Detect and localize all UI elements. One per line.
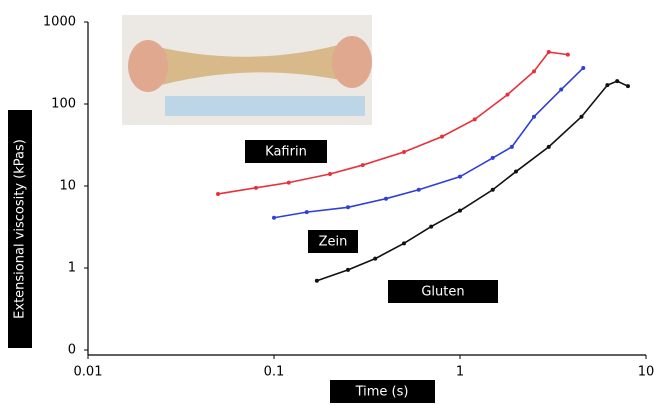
chart: Extensional viscosity (kPas) Time (s) 0 1… [0,0,654,405]
data-point [328,172,332,176]
data-point [615,79,619,83]
data-point [547,50,551,54]
data-point [473,117,477,121]
series-label: Gluten [421,285,464,300]
data-point [373,257,377,261]
x-tick-label: 0.1 [264,365,285,380]
data-point [458,175,462,179]
x-tick-label: 0.01 [74,365,103,380]
data-point [581,66,585,70]
page: {"chart_data": {"type": "line", "x_label… [0,0,654,405]
data-point [510,145,514,149]
y-tick-label: 1000 [43,15,76,30]
y-tick-label: 1 [68,261,76,276]
data-point [566,53,570,57]
data-point [532,69,536,73]
data-point [514,170,518,174]
data-point [491,188,495,192]
data-point [440,135,444,139]
data-point [272,216,276,220]
data-point [505,93,509,97]
data-point [315,279,319,283]
data-point [417,188,421,192]
data-point [346,205,350,209]
data-point [402,241,406,245]
photo-hand [128,40,168,92]
x-axis-title: Time (s) [355,385,409,400]
y-tick-label: 100 [51,97,76,112]
series-label: Zein [319,235,348,250]
data-point [458,209,462,213]
photo-ruler [165,96,365,116]
data-point [254,186,258,190]
data-point [384,197,388,201]
data-point [559,88,563,92]
data-point [605,83,609,87]
data-point [429,225,433,229]
data-point [579,115,583,119]
data-point [532,115,536,119]
photo-hand [332,36,372,88]
data-point [402,150,406,154]
series-label: Kafirin [265,145,307,160]
data-point [346,268,350,272]
data-point [216,192,220,196]
y-tick-label: 10 [59,179,76,194]
x-tick-label: 1 [456,365,464,380]
inset-photo [122,15,372,125]
data-point [626,84,630,88]
data-point [547,145,551,149]
data-point [305,210,309,214]
data-point [361,163,365,167]
data-point [491,156,495,160]
y-tick-label: 0 [68,343,76,358]
x-tick-label: 10 [638,365,654,380]
y-axis-title: Extensional viscosity (kPas) [13,139,28,319]
data-point [287,181,291,185]
